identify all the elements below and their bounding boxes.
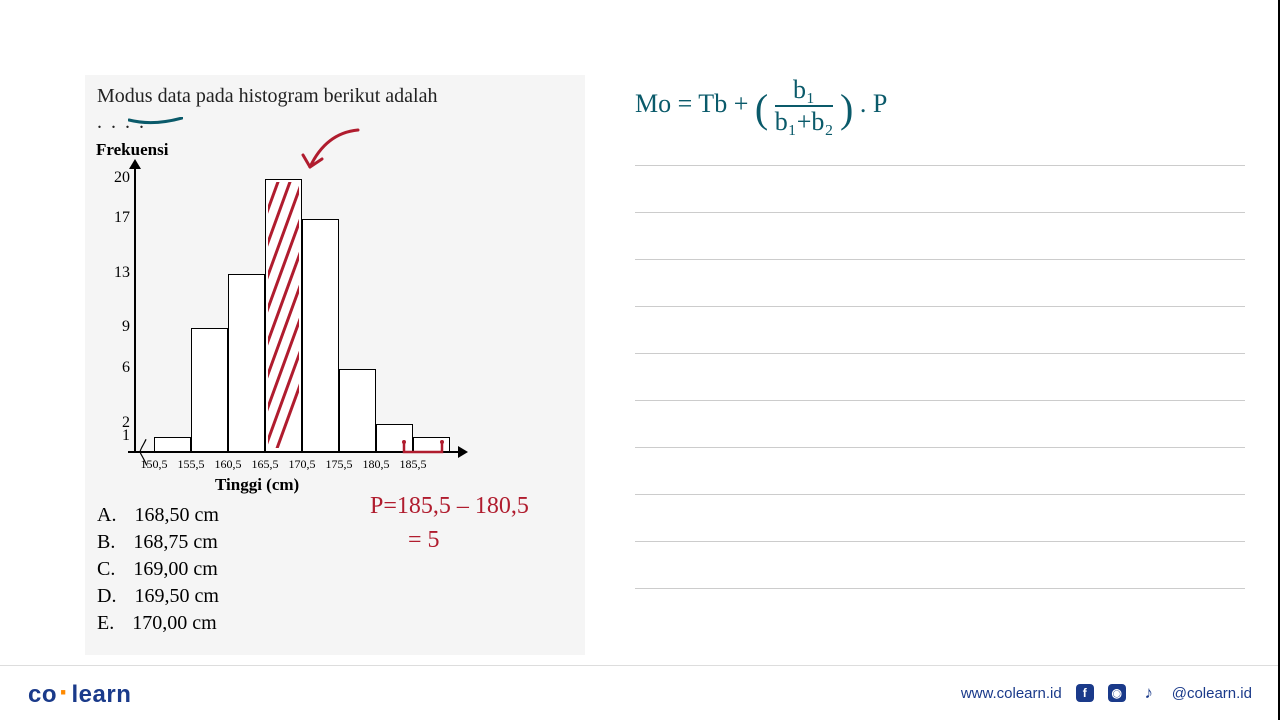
option-e: E.170,00 cm	[97, 610, 219, 637]
option-a: A.168,50 cm	[97, 502, 219, 529]
histogram-bar	[302, 219, 339, 451]
x-tick-label: 185,5	[397, 457, 429, 472]
y-axis-arrow-icon	[129, 159, 141, 169]
option-b: B.168,75 cm	[97, 529, 219, 556]
footer-url: www.colearn.id	[961, 685, 1062, 702]
y-tick-label: 20	[100, 169, 130, 187]
red-arrow-annotation	[298, 125, 373, 180]
ruled-line	[635, 400, 1245, 401]
mode-formula: Mo = Tb + ( b₁ b₁+b₂ ) . P	[635, 75, 1255, 153]
y-tick-label: 13	[100, 264, 130, 282]
x-axis-label: Tinggi (cm)	[215, 475, 299, 495]
formula-numerator: b₁	[775, 77, 834, 107]
footer-right: www.colearn.id f ◉ ♪ @colearn.id	[961, 684, 1252, 702]
x-tick-label: 150,5	[138, 457, 170, 472]
x-tick-label: 170,5	[286, 457, 318, 472]
ruled-line	[635, 588, 1245, 589]
p-line-1: P=185,5 – 180,5	[370, 490, 529, 524]
p-line-2: = 5	[370, 524, 529, 558]
p-calculation-annotation: P=185,5 – 180,5 = 5	[370, 490, 529, 557]
ruled-line	[635, 165, 1245, 166]
answer-options: A.168,50 cm B.168,75 cm C.169,00 cm D.16…	[97, 502, 219, 637]
formula-main: Mo = Tb +	[635, 89, 748, 118]
option-d: D.169,50 cm	[97, 583, 219, 610]
histogram-bar	[154, 437, 191, 451]
facebook-icon: f	[1076, 684, 1094, 702]
tiktok-icon: ♪	[1140, 684, 1158, 702]
footer-handle: @colearn.id	[1172, 685, 1252, 702]
histogram-bar	[191, 328, 228, 451]
question-prompt: Modus data pada histogram berikut adalah	[97, 85, 437, 107]
histogram-bar	[228, 274, 265, 451]
blue-underline-annotation	[128, 117, 183, 127]
y-tick-label: 9	[100, 318, 130, 336]
logo: co·learn	[28, 676, 131, 710]
ruled-line	[635, 447, 1245, 448]
formula-tail: . P	[860, 89, 887, 118]
y-tick-label: 2	[100, 414, 130, 432]
y-axis	[134, 165, 136, 453]
work-panel: Mo = Tb + ( b₁ b₁+b₂ ) . P	[635, 75, 1255, 635]
instagram-icon: ◉	[1108, 684, 1126, 702]
ruled-line	[635, 306, 1245, 307]
ruled-line	[635, 353, 1245, 354]
logo-part-2: learn	[72, 681, 132, 708]
highlighted-bar-hatch	[268, 182, 299, 448]
interval-bracket-icon	[402, 440, 446, 458]
page-root: { "question": { "text": "Modus data pada…	[0, 0, 1280, 720]
ruled-line	[635, 494, 1245, 495]
ruled-line	[635, 212, 1245, 213]
x-tick-label: 155,5	[175, 457, 207, 472]
x-tick-label: 160,5	[212, 457, 244, 472]
footer: co·learn www.colearn.id f ◉ ♪ @colearn.i…	[0, 665, 1280, 720]
ruled-line	[635, 541, 1245, 542]
formula-denominator: b₁+b₂	[775, 107, 834, 135]
histogram-chart: 〳〵 1269131720 150,5155,5160,5165,5170,51…	[110, 165, 470, 475]
y-tick-label: 17	[100, 209, 130, 227]
y-axis-label: Frekuensi	[96, 140, 168, 160]
histogram-bar	[339, 369, 376, 451]
ruled-line	[635, 259, 1245, 260]
option-c: C.169,00 cm	[97, 556, 219, 583]
y-tick-label: 6	[100, 359, 130, 377]
x-tick-label: 175,5	[323, 457, 355, 472]
x-tick-label: 180,5	[360, 457, 392, 472]
x-tick-label: 165,5	[249, 457, 281, 472]
x-axis-arrow-icon	[458, 446, 468, 458]
logo-part-1: co	[28, 681, 57, 708]
logo-dot-icon: ·	[57, 676, 72, 709]
